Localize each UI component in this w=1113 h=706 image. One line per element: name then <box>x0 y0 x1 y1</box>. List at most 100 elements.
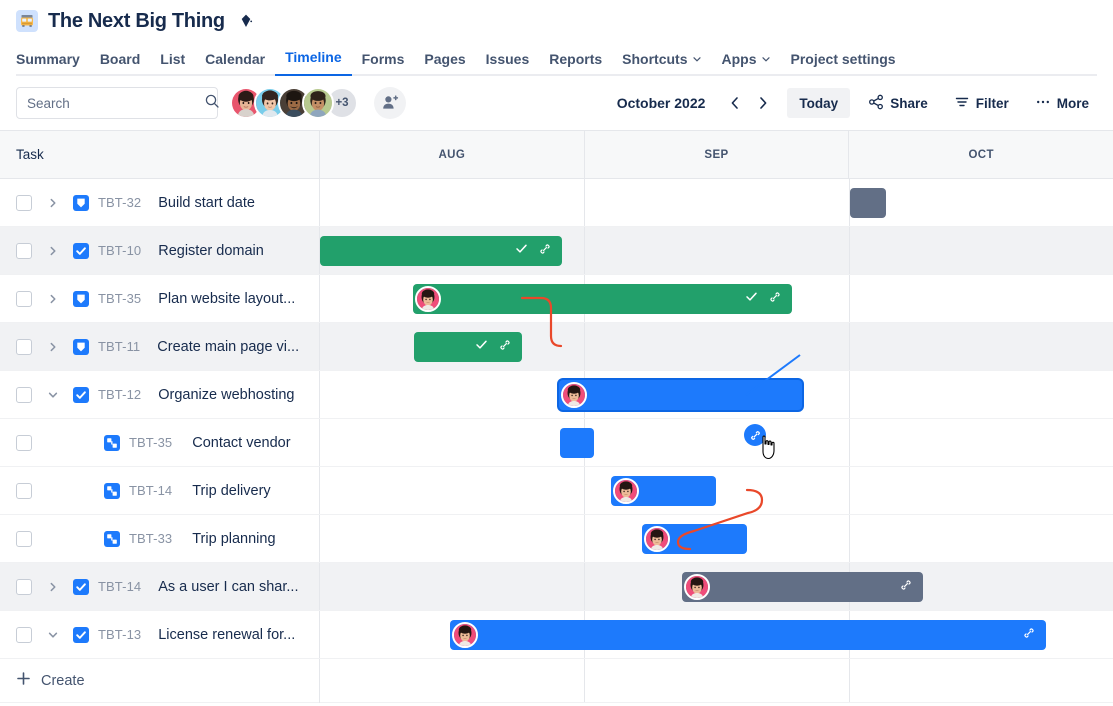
tab-project-settings[interactable]: Project settings <box>781 51 906 76</box>
issue-key[interactable]: TBT-13 <box>98 627 142 642</box>
issue-summary[interactable]: Build start date <box>158 194 255 211</box>
tab-forms[interactable]: Forms <box>352 51 415 76</box>
add-person-icon[interactable] <box>374 87 406 119</box>
issue-summary[interactable]: Organize webhosting <box>158 386 295 403</box>
row-checkbox[interactable] <box>16 290 32 307</box>
issue-key[interactable]: TBT-14 <box>98 579 142 594</box>
bar-icons <box>474 337 522 357</box>
row-checkbox[interactable] <box>16 194 32 211</box>
row-checkbox[interactable] <box>16 434 32 451</box>
table-row[interactable]: TBT-35 Contact vendor <box>0 419 1113 467</box>
month-gridlines <box>320 659 1113 702</box>
app-header: The Next Big Thing Summary Board List Ca… <box>0 0 1113 76</box>
issue-summary[interactable]: Register domain <box>158 242 264 259</box>
issue-key[interactable]: TBT-14 <box>129 483 173 498</box>
link-icon[interactable] <box>768 290 782 309</box>
issue-key[interactable]: TBT-33 <box>129 531 173 546</box>
today-button[interactable]: Today <box>787 88 851 118</box>
more-button[interactable]: More <box>1027 88 1097 118</box>
next-period-button[interactable] <box>749 89 777 117</box>
gantt-bar[interactable] <box>559 380 802 410</box>
gantt-bar[interactable] <box>682 572 923 602</box>
expand-toggle[interactable] <box>41 335 65 359</box>
table-row[interactable]: TBT-11 Create main page vi... <box>0 323 1113 371</box>
row-checkbox[interactable] <box>16 530 32 547</box>
filter-label: Filter <box>975 95 1009 111</box>
tab-shortcuts[interactable]: Shortcuts <box>612 51 711 76</box>
expand-toggle[interactable] <box>41 191 65 215</box>
filter-button[interactable]: Filter <box>946 88 1017 118</box>
share-button[interactable]: Share <box>860 88 936 118</box>
row-checkbox[interactable] <box>16 242 32 259</box>
issue-key[interactable]: TBT-35 <box>129 435 173 450</box>
issue-summary[interactable]: Plan website layout... <box>158 290 296 307</box>
tab-apps[interactable]: Apps <box>712 51 781 76</box>
row-checkbox[interactable] <box>16 386 32 403</box>
tab-board[interactable]: Board <box>90 51 150 76</box>
gantt-bar[interactable] <box>560 428 594 458</box>
gantt-bar[interactable] <box>611 476 716 506</box>
link-icon[interactable] <box>498 338 512 357</box>
row-checkbox[interactable] <box>16 578 32 595</box>
prev-period-button[interactable] <box>721 89 749 117</box>
gantt-bar[interactable] <box>850 188 886 218</box>
issue-summary[interactable]: Contact vendor <box>192 434 291 451</box>
timeline-row-chart <box>320 467 1113 514</box>
tab-label: List <box>160 51 186 67</box>
issue-summary[interactable]: Create main page vi... <box>157 338 300 355</box>
tab-timeline[interactable]: Timeline <box>275 49 352 76</box>
search-icon[interactable] <box>204 93 220 114</box>
table-row[interactable]: TBT-12 Organize webhosting <box>0 371 1113 419</box>
star-icon[interactable] <box>237 12 255 30</box>
expand-toggle[interactable] <box>41 287 65 311</box>
avatar[interactable] <box>254 87 286 119</box>
tab-pages[interactable]: Pages <box>414 51 475 76</box>
check-icon <box>744 289 759 309</box>
table-row[interactable]: TBT-33 Trip planning <box>0 515 1113 563</box>
tab-reports[interactable]: Reports <box>539 51 612 76</box>
gantt-bar[interactable] <box>320 236 562 266</box>
tab-summary[interactable]: Summary <box>16 51 90 76</box>
gantt-bar[interactable] <box>413 284 792 314</box>
table-row[interactable]: TBT-13 License renewal for... <box>0 611 1113 659</box>
row-checkbox[interactable] <box>16 338 32 355</box>
tab-calendar[interactable]: Calendar <box>195 51 275 76</box>
issue-summary[interactable]: Trip planning <box>192 530 276 547</box>
issue-key[interactable]: TBT-35 <box>98 291 142 306</box>
link-handle[interactable] <box>744 424 766 446</box>
issue-key[interactable]: TBT-10 <box>98 243 142 258</box>
avatar[interactable] <box>302 87 334 119</box>
tab-label: Shortcuts <box>622 51 688 67</box>
page-title: The Next Big Thing <box>48 9 225 32</box>
expand-toggle[interactable] <box>41 383 65 407</box>
tab-issues[interactable]: Issues <box>476 51 540 76</box>
issue-summary[interactable]: As a user I can shar... <box>158 578 299 595</box>
search-input[interactable] <box>27 95 204 111</box>
issue-type-subtask-icon <box>104 434 120 451</box>
issue-type-story-icon <box>73 290 89 307</box>
search-box[interactable] <box>16 87 220 119</box>
row-checkbox[interactable] <box>16 482 32 499</box>
gantt-bar[interactable] <box>414 332 522 362</box>
expand-toggle[interactable] <box>41 623 65 647</box>
table-row[interactable]: TBT-14 As a user I can shar... <box>0 563 1113 611</box>
gantt-bar[interactable] <box>450 620 1046 650</box>
tab-list[interactable]: List <box>150 51 195 76</box>
table-row[interactable]: TBT-35 Plan website layout... <box>0 275 1113 323</box>
expand-toggle[interactable] <box>41 239 65 263</box>
issue-key[interactable]: TBT-32 <box>98 195 142 210</box>
issue-summary[interactable]: Trip delivery <box>192 482 271 499</box>
link-icon[interactable] <box>538 242 552 261</box>
issue-summary[interactable]: License renewal for... <box>158 626 296 643</box>
table-row[interactable]: TBT-10 Register domain <box>0 227 1113 275</box>
link-icon[interactable] <box>899 578 913 597</box>
link-icon[interactable] <box>1022 626 1036 645</box>
create-issue-button[interactable]: Create <box>0 659 320 703</box>
gantt-bar[interactable] <box>642 524 747 554</box>
expand-toggle[interactable] <box>41 575 65 599</box>
issue-key[interactable]: TBT-11 <box>98 339 141 354</box>
table-row[interactable]: TBT-14 Trip delivery <box>0 467 1113 515</box>
table-row[interactable]: TBT-32 Build start date <box>0 179 1113 227</box>
row-checkbox[interactable] <box>16 626 32 643</box>
issue-key[interactable]: TBT-12 <box>98 387 142 402</box>
